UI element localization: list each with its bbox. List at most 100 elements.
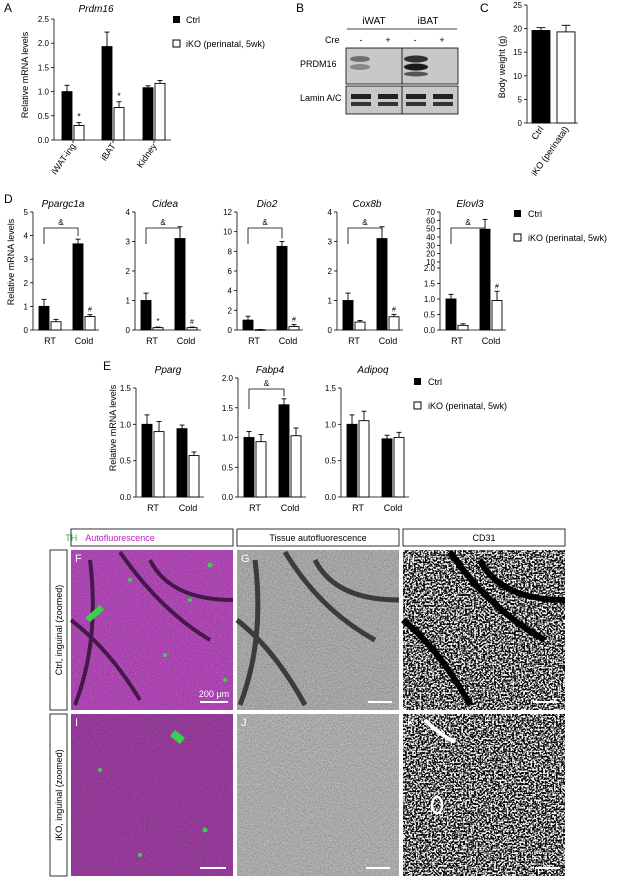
legend-iko: iKO (perinatal, 5wk) [528,233,607,243]
panel-e: E Relative mRNA levels Pparg 0.0 0.5 1.0 1.5… [103,359,507,513]
bar-ctrl [381,438,393,498]
gene-title: Prdm16 [78,4,113,15]
bracket-mark: & [264,379,270,388]
y-tick-label: 2.0 [222,374,234,383]
y-tick-label: 2 [24,279,29,288]
y-tick-label: 5 [24,208,29,217]
y-tick-label: 10 [426,258,435,267]
band [433,94,453,99]
band [378,102,398,106]
y-tick-label: 40 [426,233,435,242]
gene-title: Adipoq [356,365,389,376]
y-tick-label: 0 [328,326,333,335]
significance-bracket [247,227,283,244]
cre-sign: - [360,35,363,45]
gene-title: Elovl3 [456,199,484,210]
y-tick-label: 50 [426,225,435,234]
x-tick-label: Ctrl [529,124,545,141]
x-tick-label: RT [249,503,261,513]
bar-iko [154,82,166,141]
y-tick-label: 1.5 [222,404,234,413]
gene-title: Dio2 [257,199,278,210]
panel-letter: B [296,1,304,15]
bar-ctrl [140,300,152,331]
band [404,55,428,63]
significance-mark: * [156,317,159,326]
charts: Pparg 0.0 0.5 1.0 1.5 RT Cold Fabp4 0.0 0.5 1.0 1.5… [120,365,409,513]
bar-ctrl [242,319,254,331]
panel-a: A Prdm16 Relative mRNA levels 0.0 0.5 1.0 1… [4,1,265,176]
y-tick-label: 20 [426,250,435,259]
bar-ctrl [479,228,491,331]
panel-letter: A [4,1,12,15]
bar-ctrl [342,300,354,331]
panel-letter: I [75,717,78,729]
legend-iko: iKO (perinatal, 5wk) [186,39,265,49]
chart-pparg: Pparg 0.0 0.5 1.0 1.5 RT Cold [120,365,204,513]
panel-letter: F [75,553,82,565]
band-label-lamin: Lamin A/C [300,93,342,103]
row-label-box [49,549,68,711]
y-tick-label: 0 [24,326,29,335]
legend-iko-swatch [413,401,422,410]
bar-iko [152,327,164,331]
y-axis-label: Relative mRNA levels [20,31,30,118]
panel-b: B iWAT iBAT Cre - + - + PRDM16 Lamin A/C [296,1,459,115]
bracket-mark: & [362,218,368,227]
bar-ctrl [278,404,290,498]
chart-adipoq: Adipoq 0.0 0.5 1.0 1.5 RT Cold [325,365,409,513]
y-tick-label: 4 [328,208,333,217]
y-tick-label: 0.5 [38,112,50,121]
y-tick-label: 6 [228,267,233,276]
y-tick-label: 10 [513,72,522,81]
legend-ctrl-swatch [514,210,521,217]
y-tick-label: 20 [513,25,522,34]
x-tick-label: RT [352,503,364,513]
x-tick-label: Cold [482,336,501,346]
legend-iko-swatch [172,39,181,48]
y-tick-label: 5 [518,95,523,104]
bar-iko [290,435,302,498]
x-tick-label: RT [147,503,159,513]
row-label-ctrl: Ctrl, inguinal (zoomed) [54,585,64,676]
panel-letter: H [407,553,415,565]
y-tick-label: 10 [223,228,232,237]
y-axis-label: Relative mRNA levels [108,384,118,471]
significance-bracket [347,227,383,244]
row-label-box [49,713,68,877]
bar-ctrl [176,428,188,498]
y-tick-label: 4 [24,232,29,241]
cre-sign: + [439,35,444,45]
x-tick-label: iBAT [99,141,118,163]
y-tick-label: 0.0 [222,493,234,502]
bar-iko [153,431,165,498]
panel-letter: J [241,717,247,729]
significance-bracket [145,227,181,244]
chart-ppargc1a: Ppargc1a 0 1 2 3 4 5 RT Cold & # [24,199,99,346]
significance-bracket [450,227,486,244]
image-k: K [403,714,565,876]
gene-title: Fabp4 [256,365,285,376]
y-tick-label: 12 [223,208,232,217]
y-axis-label: Body weight (g) [497,36,507,99]
panel-letter: D [4,192,13,206]
band [351,94,371,99]
y-tick-label: 0.0 [424,326,436,335]
y-tick-label: 70 [426,208,435,217]
bar-iko [73,125,85,141]
chart-dio2: Dio2 0 2 4 6 8 10 12 RT Cold & # [223,199,303,346]
gene-title: Cox8b [353,199,382,210]
bar-ctrl [38,305,50,331]
y-tick-label: 0 [518,119,523,128]
bar-iko [388,316,400,331]
bar-ctrl [61,91,73,141]
significance-mark: * [117,91,121,101]
header-autofluorescence: Autofluorescence [85,533,155,543]
image-g: G [235,550,400,710]
panel-letter: G [241,553,250,565]
bracket-mark: & [160,218,166,227]
x-tick-label: Kidney [135,141,159,170]
y-tick-label: 0.0 [38,136,50,145]
